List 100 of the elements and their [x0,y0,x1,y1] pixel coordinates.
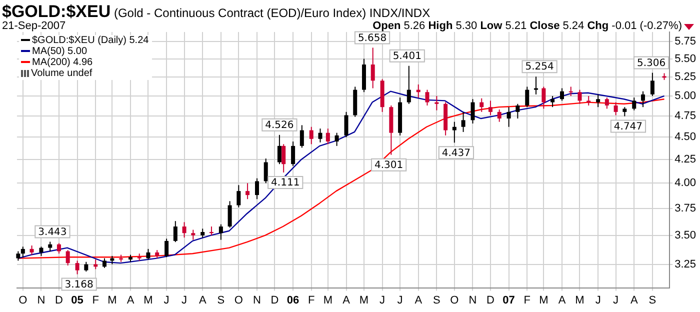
candlestick [146,248,150,260]
x-tick-label: A [342,294,351,306]
y-tick-label: 4.50 [674,131,696,144]
x-tick-label: S [433,294,440,306]
candlestick [246,182,250,200]
candlestick [182,222,186,238]
y-tick-label: 3.75 [674,202,696,214]
candlestick [578,89,582,104]
annotation: Volume undef [30,68,94,79]
candlestick [480,98,484,112]
candlestick [48,241,52,252]
x-tick-label: D [54,294,63,306]
x-tick-label: J [380,294,386,306]
candlestick [300,124,304,148]
legend-label: MA(50) 5.00 [31,46,88,57]
annotation: 3.443 [38,226,67,238]
annotation: 5.658 [358,32,387,44]
y-tick-label: 3.50 [674,229,696,242]
x-tick-label: S [648,294,656,306]
text: 21-Sep-2007 [2,20,66,32]
candlestick [16,250,20,262]
x-tick-label: N [253,294,262,306]
candlestick [525,86,530,108]
candlestick [506,106,511,128]
x-tick-label: F [308,294,316,306]
candlestick [282,144,286,173]
candlestick [406,65,411,104]
candlestick [228,200,232,228]
candlestick [568,86,573,96]
x-tick-label: 05 [71,294,84,306]
x-tick-label: A [198,294,207,306]
y-tick-label: 5.50 [674,52,696,65]
candlestick [191,229,196,240]
candlestick [291,141,296,166]
chart-subtitle: (Gold - Continuous Contract (EOD)/Euro Index) INDX/INDX [112,6,430,20]
x-tick-label: 07 [502,294,515,306]
x-tick-label: D [486,294,495,306]
candlestick [344,111,348,138]
annotation: 5.254 [525,62,554,73]
candlestick [318,128,322,143]
x-tick-label: 06 [286,294,300,306]
legend-label: $GOLD:$XEU (Daily) 5.24 [31,35,149,46]
candlestick [164,238,169,258]
candlestick [425,89,430,106]
x-tick-label: A [126,294,135,306]
legend-label: MA(200) 4.96 [31,57,94,68]
candlestick [622,106,627,117]
x-tick-label: M [108,294,117,306]
candlestick [434,95,439,111]
annotation: 3.168 [64,279,94,290]
candlestick [236,184,241,208]
candlestick [550,95,555,108]
annotation: 5.306 [636,58,666,69]
annotation: 4.526 [265,120,294,131]
candlestick [632,97,636,111]
x-tick-label: J [164,294,170,306]
candlestick [277,134,282,165]
candlestick [516,103,520,120]
y-tick-label: 4.25 [674,154,696,166]
x-tick-label: A [630,294,638,306]
x-tick-label: S [217,294,225,306]
candlestick [542,86,546,110]
y-tick-label: 5.25 [674,70,696,83]
candlestick [452,121,456,144]
y-tick-label: 5.00 [674,90,696,102]
candlestick [650,72,654,96]
annotation: 4.437 [442,148,471,159]
candlestick [497,109,502,122]
x-tick-label: M [323,294,333,306]
candlestick [470,98,475,124]
candlestick [30,244,34,256]
candlestick [56,242,61,254]
x-tick-label: D [270,294,279,306]
x-tick-label: O [18,294,28,306]
y-tick-label: 4.00 [674,177,696,190]
annotation: 4.747 [614,121,643,132]
x-tick-label: M [359,294,369,306]
y-tick-label: 4.75 [674,110,696,122]
candlestick [334,132,339,146]
x-tick-label: A [414,294,423,306]
candlestick [84,261,88,272]
y-tick-label: 3.25 [674,258,696,270]
x-tick-label: N [37,294,46,306]
candlestick [370,47,375,89]
candlestick [39,246,44,256]
candlestick [218,224,223,240]
text: Open 5.26 High 5.30 Low 5.21 Close 5.24 Chg -0.01 (-0.27%) [372,20,682,32]
x-tick-label: J [397,294,403,306]
chart-title: $GOLD:$XEU [2,2,111,21]
candlestick [596,94,600,108]
candlestick [309,126,314,145]
candlestick [604,97,609,110]
x-tick-label: O [450,294,460,306]
candlestick [173,220,178,243]
x-tick-label: M [575,294,584,306]
candlestick [586,95,591,106]
candlestick [66,250,70,266]
candlestick [488,100,492,116]
candlestick [102,258,106,268]
candlestick [614,102,618,116]
